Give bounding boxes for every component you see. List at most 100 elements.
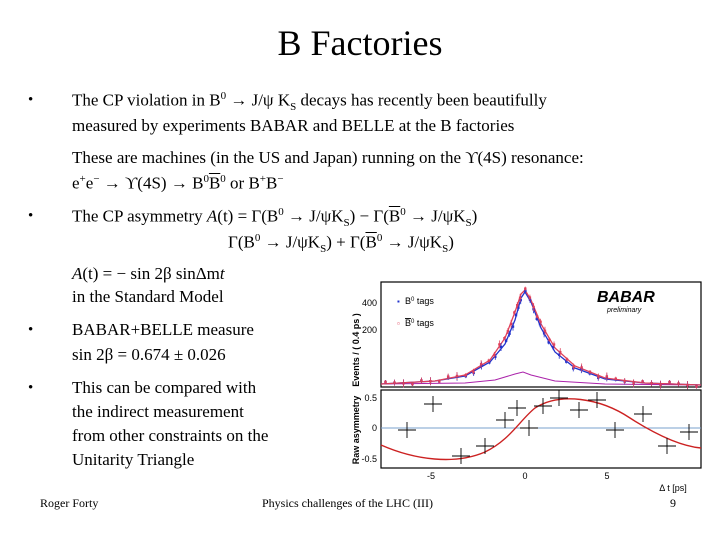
b0bar-point-marker [455, 374, 459, 378]
b0bar-point-marker [393, 381, 396, 384]
b0-point-marker [488, 361, 491, 364]
bullet-1-line-2: measured by experiments BABAR and BELLE … [72, 116, 515, 135]
top-data-points [384, 286, 698, 390]
bottom-panel: Raw asymmetry 0.5 0 -0.5 -5 0 5 Δ t [ps] [351, 389, 702, 493]
b0bar-point-marker [420, 379, 423, 382]
x-axis-label: Δ t [ps] [659, 483, 687, 493]
bottom-ytick-neg0.5: -0.5 [361, 454, 377, 464]
xtick-neg5: -5 [427, 471, 435, 481]
b0-point-marker [524, 289, 527, 293]
b0-point-marker [499, 345, 503, 349]
b0bar-point-marker [695, 385, 698, 388]
babar-plot: Events / ( 0.4 ps ) 400 200 ▪ B0 tags ▫ … [351, 281, 702, 493]
b0bar-point-marker [535, 315, 539, 318]
bullet-1-line-1: The CP violation in B0 → J/ψ KS decays h… [72, 90, 547, 114]
bottom-y-label: Raw asymmetry [351, 396, 361, 465]
b0bar-point-marker [605, 375, 609, 378]
babar-logo: BABAR [597, 289, 655, 306]
b0-point-marker [558, 353, 561, 356]
top-panel-frame [380, 281, 702, 388]
b0bar-point-marker [565, 358, 569, 361]
b0bar-point-marker [659, 383, 662, 386]
xtick-5: 5 [604, 471, 609, 481]
top-panel: Events / ( 0.4 ps ) 400 200 ▪ B0 tags ▫ … [351, 281, 702, 390]
asymmetry-fit-curve [380, 398, 702, 461]
b0bar-point-marker [429, 380, 432, 383]
bullet-1-marker: • [28, 92, 34, 108]
b0bar-point-marker [623, 379, 626, 383]
b0-point-marker [517, 306, 520, 309]
b0-point-marker [551, 345, 555, 349]
b0-point-marker [565, 360, 568, 363]
b0bar-point-marker [503, 337, 506, 340]
top-ytick-200: 200 [362, 325, 377, 335]
legend-b0bar-marker: ▫ [397, 319, 400, 328]
paragraph-line-1: These are machines (in the US and Japan)… [72, 148, 584, 167]
bottom-ytick-0.5: 0.5 [364, 393, 377, 403]
bullet-2-line-1: The CP asymmetry A(t) = Γ(B0 → J/ψKS) − … [72, 206, 478, 230]
b0bar-point-marker [641, 380, 644, 383]
b0bar-point-marker [479, 362, 483, 366]
background-curve [380, 371, 702, 386]
top-y-label: Events / ( 0.4 ps ) [351, 313, 361, 387]
legend-b0: B0 tags [405, 296, 434, 306]
b0bar-point-marker [632, 382, 635, 385]
sm-caption: in the Standard Model [72, 287, 224, 306]
b0bar-point-marker [487, 359, 491, 362]
bottom-panel-frame [380, 389, 702, 469]
b0bar-point-marker [588, 370, 592, 374]
asymmetry-denominator: Γ(B0 → J/ψKS) + Γ(B0 → J/ψKS) [228, 232, 454, 256]
b0bar-point-marker [513, 311, 516, 314]
babar-preliminary: preliminary [606, 307, 642, 314]
b0bar-point-marker [686, 383, 689, 387]
bottom-ytick-0: 0 [372, 423, 377, 433]
bullet-2-marker: • [28, 208, 34, 224]
paragraph-line-2: e+e− → ϒ(4S) → B0B0 or B+B− [72, 173, 284, 193]
b0bar-point-marker [677, 382, 680, 385]
bullet-4-line-4: Unitarity Triangle [72, 450, 195, 469]
b0bar-point-marker [580, 366, 583, 369]
b0-point-marker [511, 325, 515, 328]
b0bar-point-marker [411, 382, 414, 386]
b0bar-point-marker [528, 296, 532, 299]
b0bar-point-marker [532, 305, 535, 309]
top-ytick-400: 400 [362, 298, 377, 308]
legend-b0bar: B0 tags [405, 318, 434, 328]
b0bar-point-marker [650, 382, 653, 385]
bullet-3-marker: • [28, 322, 34, 338]
sm-formula: A(t) = − sin 2β sinΔmt [72, 264, 225, 283]
bullet-4-marker: • [28, 380, 34, 396]
b0bar-point-marker [543, 329, 547, 332]
footer-author: Roger Forty [40, 496, 99, 510]
b0bar-point-marker [548, 338, 551, 341]
b0bar-point-marker [464, 373, 467, 377]
b0bar-point-marker [472, 370, 475, 373]
b0-point-marker [542, 332, 546, 335]
b0bar-point-marker [516, 304, 519, 307]
bullet-4-line-3: from other constraints on the [72, 426, 269, 445]
b0bar-point-marker [402, 382, 405, 385]
bullet-3-line-2: sin 2β = 0.674 ± 0.026 [72, 345, 226, 364]
b0bar-point-marker [518, 296, 522, 300]
b0bar-point-marker [614, 377, 617, 380]
bottom-data-points [398, 390, 698, 464]
b0-point-marker [494, 355, 497, 359]
b0bar-point-marker [597, 375, 600, 378]
b0bar-point-marker [509, 322, 513, 326]
b0bar-point-marker [539, 320, 542, 323]
legend-b0-marker: ▪ [397, 297, 400, 306]
b0bar-point-marker [668, 380, 671, 384]
b0bar-point-marker [498, 343, 501, 346]
footer-title: Physics challenges of the LHC (III) [262, 496, 433, 510]
b0bar-point-marker [446, 375, 450, 378]
xtick-0: 0 [522, 471, 527, 481]
b0-point-marker [504, 339, 508, 342]
b0-point-marker [514, 313, 518, 317]
bullet-4-line-2: the indirect measurement [72, 402, 244, 421]
b0bar-point-marker [559, 350, 562, 354]
b0-point-marker [508, 332, 511, 335]
b0bar-point-marker [384, 380, 387, 384]
b0bar-point-marker [438, 380, 441, 383]
b0-point-marker [519, 298, 522, 302]
b0bar-point-marker [572, 365, 575, 368]
